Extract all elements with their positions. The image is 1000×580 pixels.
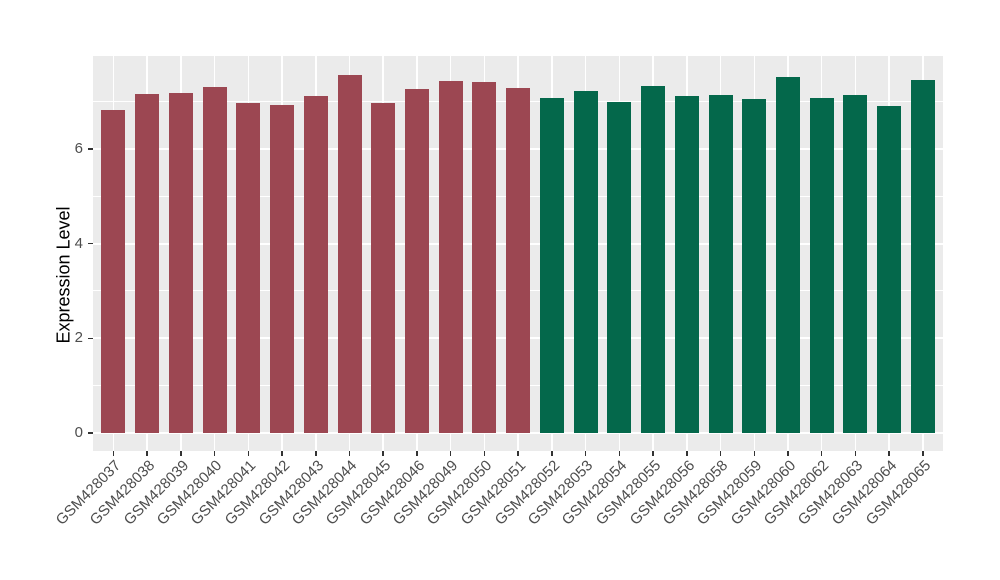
x-tick-mark [416, 451, 418, 456]
x-tick-mark [854, 451, 857, 456]
plot-panel [93, 56, 943, 451]
bar-GSM428059 [742, 99, 767, 433]
y-tick-mark [88, 148, 93, 150]
x-tick-mark [584, 451, 587, 456]
x-tick-mark [382, 451, 384, 456]
bar-GSM428055 [641, 86, 666, 433]
x-tick-mark [517, 451, 519, 456]
bar-GSM428037 [101, 110, 126, 433]
bar-GSM428060 [776, 77, 800, 433]
x-tick-mark [753, 451, 756, 456]
x-tick-mark [820, 451, 823, 456]
x-tick-mark [449, 451, 452, 456]
bar-GSM428064 [877, 106, 902, 433]
bar-GSM428063 [843, 94, 868, 433]
bar-GSM428065 [910, 80, 935, 433]
y-tick-mark [88, 337, 93, 340]
x-tick-mark [180, 451, 182, 456]
x-tick-mark [348, 451, 351, 456]
y-tick-label: 2 [74, 329, 83, 347]
x-tick-mark [888, 451, 890, 456]
x-tick-mark [281, 451, 283, 456]
x-tick-mark [247, 451, 250, 456]
bar-GSM428050 [472, 81, 497, 433]
bar-GSM428058 [708, 95, 733, 433]
bar-GSM428043 [303, 96, 328, 433]
x-tick-mark [652, 451, 654, 456]
bar-GSM428054 [607, 102, 632, 433]
x-tick-mark [922, 451, 924, 456]
bar-GSM428045 [371, 102, 396, 433]
bar-GSM428039 [168, 93, 193, 433]
x-tick-mark [787, 451, 789, 456]
x-tick-mark [551, 451, 553, 456]
x-tick-mark [686, 451, 688, 456]
x-tick-mark [213, 451, 216, 456]
bar-GSM428038 [135, 93, 160, 433]
bar-GSM428053 [573, 90, 598, 433]
bar-GSM428041 [236, 103, 261, 433]
x-tick-mark [483, 451, 486, 456]
bar-GSM428051 [506, 87, 531, 433]
bar-GSM428042 [270, 105, 295, 433]
bar-GSM428052 [539, 97, 564, 433]
y-axis-title: Expression Level [53, 206, 74, 344]
y-tick-label: 6 [74, 139, 83, 157]
bar-GSM428056 [674, 95, 699, 433]
bar-GSM428046 [404, 89, 429, 433]
y-tick-label: 4 [74, 234, 83, 252]
x-tick-mark [315, 451, 317, 456]
major-gridline [93, 432, 943, 434]
bar-GSM428040 [202, 86, 227, 433]
y-tick-label: 0 [74, 424, 83, 441]
bar-GSM428062 [809, 97, 834, 433]
bar-GSM428049 [438, 80, 463, 433]
x-tick-mark [719, 451, 722, 456]
y-tick-mark [88, 432, 93, 434]
y-tick-mark [88, 242, 93, 245]
x-tick-mark [112, 451, 115, 456]
x-tick-mark [618, 451, 621, 456]
x-tick-mark [146, 451, 148, 456]
bar-GSM428044 [337, 74, 362, 433]
